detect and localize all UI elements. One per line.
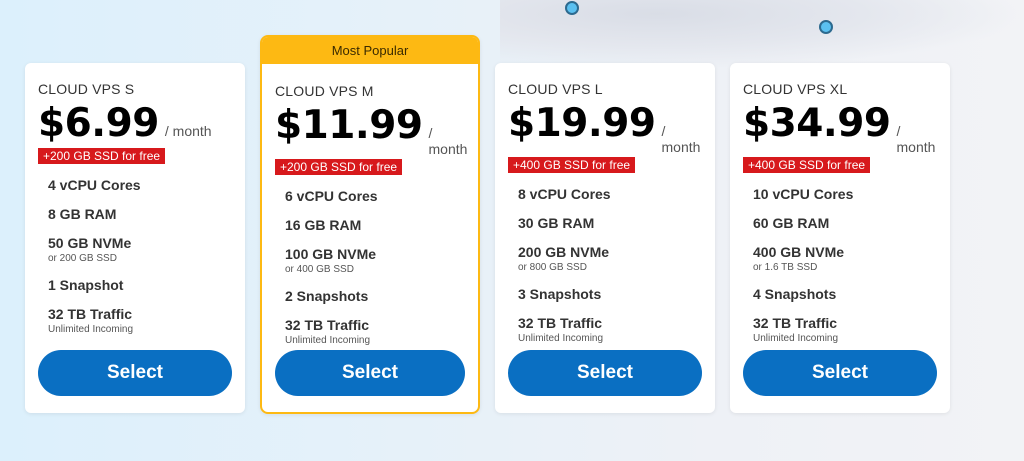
feature-item: 100 GB NVMe or 400 GB SSD	[285, 246, 468, 275]
feature-title: 50 GB NVMe	[48, 235, 132, 251]
price-period: / month	[164, 123, 212, 139]
feature-item: 1 Snapshot	[48, 277, 235, 293]
feature-title: 400 GB NVMe	[753, 244, 845, 260]
map-pin-icon	[565, 1, 579, 15]
feature-title: 16 GB RAM	[285, 217, 362, 233]
plan-price: $11.99	[275, 103, 423, 148]
plan-name: CLOUD VPS L	[508, 81, 603, 97]
price-period: / month	[661, 123, 701, 155]
plan-card: CLOUD VPS XL $34.99/ month +400 GB SSD f…	[730, 63, 950, 413]
select-button[interactable]: Select	[38, 350, 232, 396]
plan-price: $19.99	[508, 101, 656, 146]
plan-card: Most Popular CLOUD VPS M $11.99/ month +2…	[260, 35, 480, 414]
feature-subtitle: or 200 GB SSD	[48, 253, 117, 264]
feature-item: 2 Snapshots	[285, 288, 468, 304]
feature-title: 4 vCPU Cores	[48, 177, 141, 193]
feature-title: 1 Snapshot	[48, 277, 124, 293]
feature-title: 8 vCPU Cores	[518, 186, 611, 202]
free-ssd-badge: +200 GB SSD for free	[275, 159, 403, 175]
feature-item: 32 TB Traffic Unlimited Incoming	[518, 315, 705, 344]
plan-name: CLOUD VPS M	[275, 83, 374, 99]
feature-title: 8 GB RAM	[48, 206, 117, 222]
feature-subtitle: Unlimited Incoming	[48, 324, 134, 335]
select-button[interactable]: Select	[508, 350, 702, 396]
feature-item: 60 GB RAM	[753, 215, 940, 231]
feature-item: 3 Snapshots	[518, 286, 705, 302]
feature-item: 32 TB Traffic Unlimited Incoming	[48, 306, 235, 335]
feature-title: 32 TB Traffic	[518, 315, 603, 331]
feature-title: 32 TB Traffic	[753, 315, 838, 331]
select-button[interactable]: Select	[743, 350, 937, 396]
feature-title: 60 GB RAM	[753, 215, 830, 231]
feature-title: 30 GB RAM	[518, 215, 595, 231]
feature-item: 50 GB NVMe or 200 GB SSD	[48, 235, 235, 264]
feature-subtitle: Unlimited Incoming	[518, 333, 604, 344]
feature-title: 32 TB Traffic	[48, 306, 133, 322]
feature-item: 200 GB NVMe or 800 GB SSD	[518, 244, 705, 273]
price-period: / month	[896, 123, 936, 155]
feature-title: 6 vCPU Cores	[285, 188, 378, 204]
plan-price: $34.99	[743, 101, 891, 146]
feature-subtitle: Unlimited Incoming	[285, 335, 371, 346]
feature-title: 100 GB NVMe	[285, 246, 377, 262]
free-ssd-badge: +200 GB SSD for free	[38, 148, 166, 164]
free-ssd-badge: +400 GB SSD for free	[743, 157, 871, 173]
feature-title: 200 GB NVMe	[518, 244, 610, 260]
feature-item: 8 GB RAM	[48, 206, 235, 222]
feature-item: 32 TB Traffic Unlimited Incoming	[753, 315, 940, 344]
plan-card: CLOUD VPS S $6.99 / month +200 GB SSD for…	[25, 63, 245, 413]
feature-title: 3 Snapshots	[518, 286, 602, 302]
feature-item: 30 GB RAM	[518, 215, 705, 231]
feature-subtitle: or 400 GB SSD	[285, 264, 354, 275]
feature-item: 8 vCPU Cores	[518, 186, 705, 202]
feature-item: 4 vCPU Cores	[48, 177, 235, 193]
feature-title: 10 vCPU Cores	[753, 186, 854, 202]
select-button[interactable]: Select	[275, 350, 465, 396]
free-ssd-badge: +400 GB SSD for free	[508, 157, 636, 173]
feature-title: 32 TB Traffic	[285, 317, 370, 333]
feature-item: 10 vCPU Cores	[753, 186, 940, 202]
feature-title: 2 Snapshots	[285, 288, 369, 304]
price-period: / month	[428, 125, 468, 157]
plan-name: CLOUD VPS XL	[743, 81, 848, 97]
feature-subtitle: or 1.6 TB SSD	[753, 262, 818, 273]
feature-item: 4 Snapshots	[753, 286, 940, 302]
world-map-decoration	[500, 0, 1024, 70]
plan-name: CLOUD VPS S	[38, 81, 135, 97]
feature-item: 6 vCPU Cores	[285, 188, 468, 204]
feature-subtitle: Unlimited Incoming	[753, 333, 839, 344]
feature-title: 4 Snapshots	[753, 286, 837, 302]
plan-card: CLOUD VPS L $19.99/ month +400 GB SSD fo…	[495, 63, 715, 413]
feature-item: 16 GB RAM	[285, 217, 468, 233]
feature-item: 32 TB Traffic Unlimited Incoming	[285, 317, 468, 346]
feature-subtitle: or 800 GB SSD	[518, 262, 587, 273]
map-pin-icon	[819, 20, 833, 34]
feature-item: 400 GB NVMe or 1.6 TB SSD	[753, 244, 940, 273]
most-popular-ribbon: Most Popular	[262, 37, 478, 64]
plan-price: $6.99	[38, 101, 159, 146]
